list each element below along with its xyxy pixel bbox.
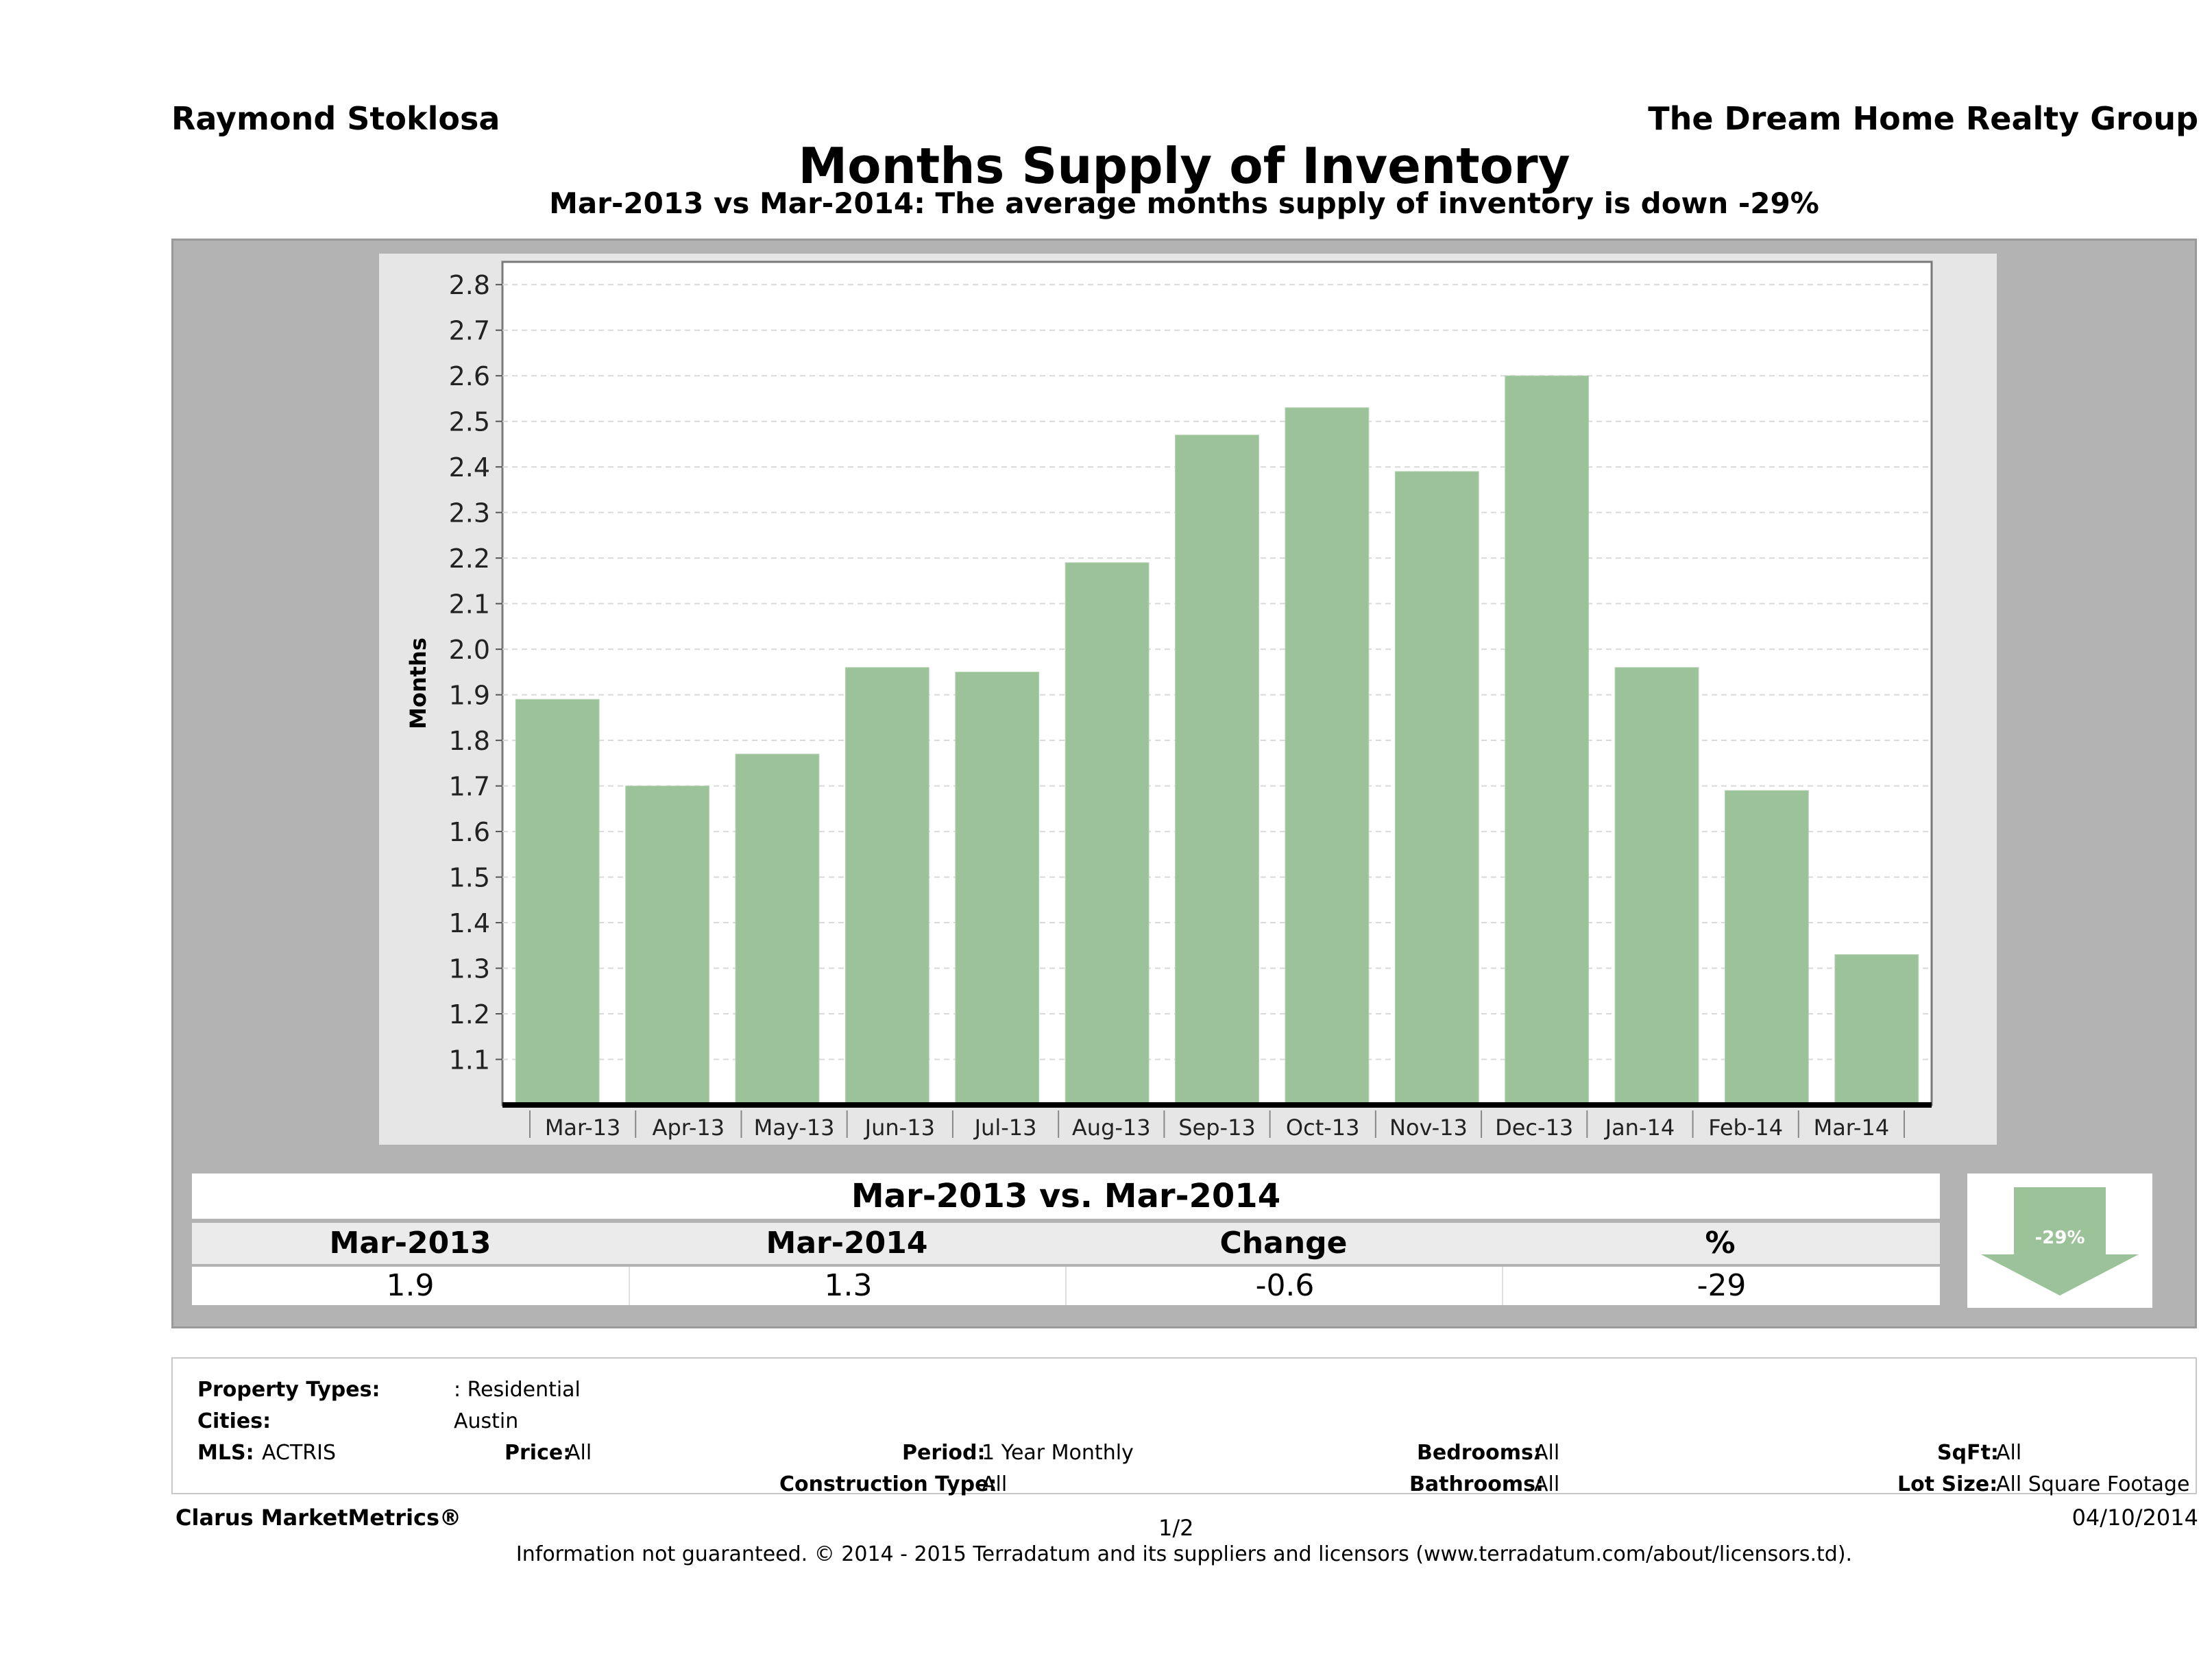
y-tick-label: 1.2: [449, 999, 490, 1030]
y-tick-label: 2.3: [449, 498, 490, 528]
bar: [1724, 790, 1809, 1106]
bar: [955, 671, 1040, 1106]
y-tick-label: 1.7: [449, 772, 490, 802]
brand-name: Clarus MarketMetrics®: [175, 1505, 462, 1531]
bathrooms-value: All: [1534, 1472, 1560, 1496]
agent-name: Raymond Stoklosa: [171, 100, 500, 137]
x-tick-label: Mar-13: [545, 1115, 621, 1141]
y-tick-label: 2.5: [449, 407, 490, 437]
y-tick-label: 2.7: [449, 316, 490, 346]
value-mar-2014: 1.3: [629, 1267, 1067, 1305]
price-label: Price:: [505, 1441, 572, 1465]
y-tick-label: 2.6: [449, 361, 490, 391]
y-tick-label: 1.1: [449, 1045, 490, 1075]
comparison-title: Mar-2013 vs. Mar-2014: [192, 1174, 1940, 1219]
y-tick-label: 2.2: [449, 544, 490, 574]
bar: [1065, 562, 1150, 1106]
bedrooms-label: Bedrooms:: [1417, 1441, 1542, 1465]
property-types-value: : Residential: [454, 1378, 581, 1402]
report-date: 04/10/2014: [2071, 1505, 2198, 1531]
bar-chart: 1.1 1.2 1.3 1.4 1.5 1.6 1.7 1.8 1.9 2.0 2.1 2.2 2.3 2…: [405, 260, 1933, 1141]
header-mar-2013: Mar-2013: [329, 1226, 491, 1261]
y-tick-label: 1.4: [449, 908, 490, 938]
comparison-table: Mar-2013 vs. Mar-2014 Mar-2013 Mar-2014 …: [192, 1174, 1940, 1311]
chart-title: Months Supply of Inventory: [798, 137, 1570, 195]
x-tick-label: Oct-13: [1286, 1115, 1360, 1141]
period-value: 1 Year Monthly: [982, 1441, 1134, 1465]
y-tick-label: 1.8: [449, 726, 490, 756]
disclaimer: Information not guaranteed. © 2014 - 201…: [515, 1542, 1853, 1566]
cities-label: Cities:: [197, 1409, 271, 1433]
bar: [625, 786, 710, 1106]
property-types-label: Property Types:: [197, 1378, 380, 1402]
x-tick-label: Jan-14: [1604, 1115, 1675, 1141]
bar: [844, 667, 929, 1106]
x-tick-label: Jun-13: [864, 1115, 935, 1141]
comparison-header-row: Mar-2013 Mar-2014 Change %: [192, 1223, 1940, 1264]
mls-value: ACTRIS: [262, 1441, 337, 1465]
bar: [1394, 471, 1479, 1106]
chart-subtitle: Mar-2013 vs Mar-2014: The average months…: [549, 186, 1819, 220]
value-percent: -29: [1502, 1267, 1940, 1305]
bar: [515, 698, 600, 1106]
y-tick-label: 1.6: [449, 817, 490, 847]
x-tick-label: Apr-13: [653, 1115, 725, 1141]
header-percent: %: [1705, 1226, 1736, 1261]
bar: [1505, 375, 1590, 1106]
sqft-label: SqFt:: [1937, 1441, 1999, 1465]
y-tick-label: 1.9: [449, 681, 490, 711]
construction-type-label: Construction Type:: [779, 1472, 997, 1496]
change-badge-label: -29%: [2034, 1228, 2085, 1248]
cities-value: Austin: [454, 1409, 519, 1433]
header-mar-2014: Mar-2014: [766, 1226, 928, 1261]
x-tick-label: Jul-13: [973, 1115, 1037, 1141]
filter-info-box: Property Types: : Residential Cities: Au…: [171, 1357, 2197, 1496]
y-tick-label: 2.4: [449, 452, 490, 483]
price-value: All: [566, 1441, 592, 1465]
x-tick-label: Sep-13: [1178, 1115, 1256, 1141]
period-label: Period:: [902, 1441, 986, 1465]
mls-label: MLS:: [197, 1441, 254, 1465]
page-number: 1/2: [1158, 1515, 1194, 1541]
x-tick-label: Nov-13: [1389, 1115, 1468, 1141]
y-tick-label: 1.5: [449, 863, 490, 893]
value-change: -0.6: [1065, 1267, 1503, 1305]
bar: [1285, 407, 1370, 1106]
construction-type-value: All: [982, 1472, 1008, 1496]
x-tick-label: Mar-14: [1814, 1115, 1890, 1141]
x-tick-label: Dec-13: [1495, 1115, 1573, 1141]
value-mar-2013: 1.9: [386, 1268, 435, 1303]
bar: [1614, 667, 1699, 1106]
y-tick-label: 1.3: [449, 954, 490, 984]
y-tick-label: 2.8: [449, 270, 490, 300]
x-tick-label: Aug-13: [1072, 1115, 1151, 1141]
sqft-value: All: [1996, 1441, 2022, 1465]
bathrooms-label: Bathrooms:: [1409, 1472, 1544, 1496]
x-tick-label: Feb-14: [1708, 1115, 1783, 1141]
y-tick-label: 2.0: [449, 635, 490, 665]
comparison-value-row: 1.9 1.3 -0.6 -29: [192, 1267, 1940, 1305]
y-tick-label: 2.1: [449, 589, 490, 620]
bar: [735, 753, 820, 1106]
x-tick-label: May-13: [754, 1115, 835, 1141]
bar: [1175, 435, 1259, 1106]
down-arrow-icon: -29%: [1981, 1187, 2139, 1296]
bar: [1834, 954, 1919, 1106]
y-axis-label: Months: [405, 637, 431, 729]
lot-size-value: All Square Footage: [1996, 1472, 2190, 1496]
lot-size-label: Lot Size:: [1897, 1472, 1998, 1496]
bedrooms-value: All: [1534, 1441, 1560, 1465]
company-name: The Dream Home Realty Group: [1648, 100, 2198, 137]
header-change: Change: [1219, 1226, 1348, 1261]
